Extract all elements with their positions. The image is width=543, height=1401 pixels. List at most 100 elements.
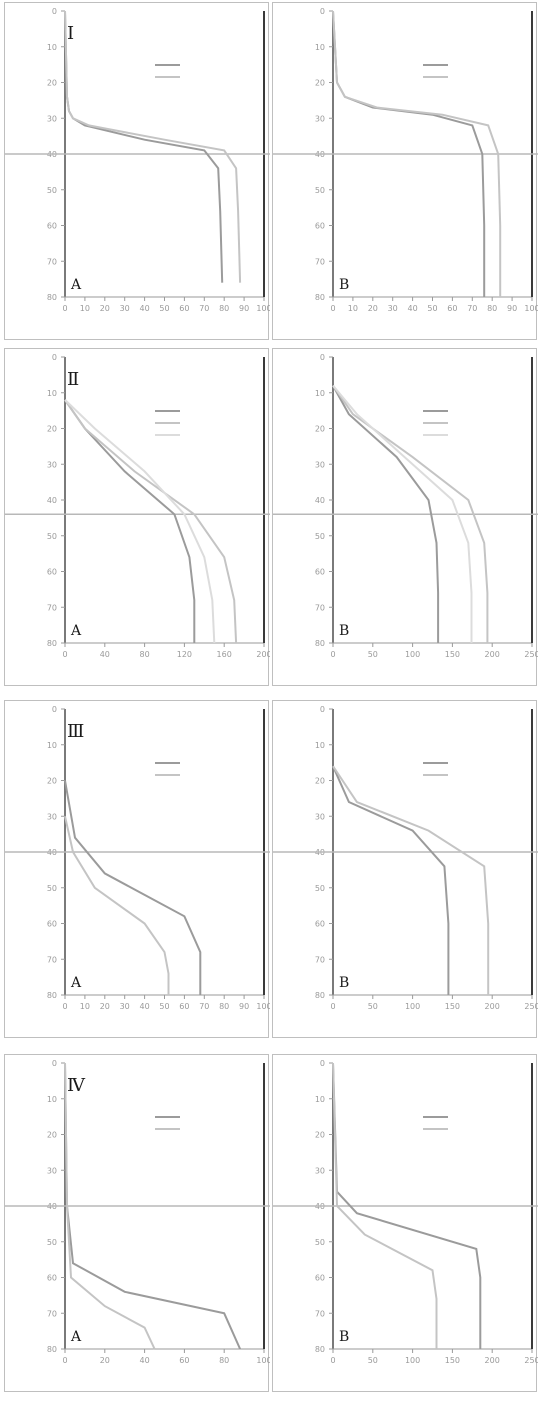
y-tick-label: 20: [47, 425, 57, 434]
y-tick-label: 80: [47, 293, 57, 302]
y-tick-label: 30: [47, 812, 57, 821]
y-tick-label: 60: [47, 568, 57, 577]
y-tick-label: 20: [315, 1131, 325, 1140]
x-tick-label: 60: [179, 1002, 189, 1011]
y-tick-label: 80: [47, 991, 57, 1000]
chart-panel-3-a: 010203040506070800102030405060708090100Ⅲ…: [4, 700, 270, 1038]
y-tick-label: 20: [47, 79, 57, 88]
y-tick-label: 20: [47, 777, 57, 786]
x-tick-label: 10: [80, 1002, 90, 1011]
x-tick-label: 50: [368, 1356, 378, 1365]
x-tick-label: 0: [330, 650, 335, 659]
series-line-2: [332, 385, 489, 643]
x-tick-label: 160: [217, 650, 232, 659]
y-tick-label: 0: [320, 353, 325, 362]
x-tick-label: 40: [140, 304, 150, 313]
y-tick-label: 50: [47, 186, 57, 195]
y-tick-label: 20: [315, 777, 325, 786]
x-tick-label: 50: [159, 304, 169, 313]
y-tick-label: 80: [315, 991, 325, 1000]
y-tick-label: 30: [47, 460, 57, 469]
x-tick-label: 30: [120, 1002, 130, 1011]
chart-svg: 01020304050607080020406080100ⅣA: [5, 1059, 270, 1365]
y-tick-label: 50: [315, 186, 325, 195]
x-tick-label: 40: [140, 1356, 150, 1365]
x-tick-label: 200: [485, 1356, 500, 1365]
y-tick-label: 10: [47, 1095, 57, 1104]
series-line-2: [332, 1062, 438, 1349]
y-tick-label: 10: [315, 1095, 325, 1104]
x-tick-label: 70: [199, 1002, 209, 1011]
y-tick-label: 40: [315, 496, 325, 505]
x-tick-label: 10: [348, 304, 358, 313]
y-tick-label: 70: [47, 955, 57, 964]
y-tick-label: 10: [315, 43, 325, 52]
x-tick-label: 0: [62, 1002, 67, 1011]
x-tick-label: 90: [239, 1002, 249, 1011]
x-tick-label: 100: [256, 304, 270, 313]
series-line-2: [64, 399, 238, 644]
y-tick-label: 30: [47, 114, 57, 123]
y-tick-label: 70: [315, 257, 325, 266]
y-tick-label: 70: [315, 603, 325, 612]
y-tick-label: 50: [47, 532, 57, 541]
chart-svg: 010203040506070800102030405060708090100Ⅲ…: [5, 705, 270, 1011]
x-tick-label: 80: [219, 1356, 229, 1365]
x-tick-label: 20: [100, 1356, 110, 1365]
y-tick-label: 40: [47, 496, 57, 505]
series-line-2: [64, 816, 170, 995]
chart-svg: 0 10 20 30 40 50 60 70 80 0 40 80 120 160 200 Ⅱ A: [5, 353, 270, 659]
y-tick-label: 0: [320, 7, 325, 16]
y-tick-label: 0: [52, 7, 57, 16]
y-tick-label: 60: [47, 920, 57, 929]
x-tick-label: 90: [507, 304, 517, 313]
y-tick-label: 80: [47, 1345, 57, 1354]
row-label: Ⅲ: [67, 721, 84, 742]
panel-label: B: [339, 1329, 349, 1345]
x-tick-label: 120: [177, 650, 192, 659]
x-tick-label: 150: [445, 1002, 460, 1011]
y-tick-label: 50: [315, 884, 325, 893]
y-tick-label: 70: [315, 955, 325, 964]
row-label: Ⅰ: [67, 23, 74, 44]
chart-panel-1-a: 010203040506070800102030405060708090100Ⅰ…: [4, 2, 270, 340]
x-tick-label: 40: [140, 1002, 150, 1011]
row-label: Ⅱ: [67, 369, 79, 390]
series-line-1: [64, 780, 202, 995]
series-line-2: [332, 765, 490, 995]
series-line-3: [64, 399, 216, 644]
y-tick-label: 50: [47, 884, 57, 893]
y-tick-label: 60: [315, 568, 325, 577]
x-tick-label: 0: [62, 304, 67, 313]
series-line-3: [332, 384, 473, 643]
y-tick-label: 20: [47, 1131, 57, 1140]
chart-panel-2-a: 0 10 20 30 40 50 60 70 80 0 40 80 120 160 200 Ⅱ A: [4, 348, 270, 686]
y-tick-label: 20: [315, 79, 325, 88]
x-tick-label: 100: [256, 1002, 270, 1011]
x-tick-label: 50: [427, 304, 437, 313]
x-tick-label: 90: [239, 304, 249, 313]
y-tick-label: 60: [315, 920, 325, 929]
y-tick-label: 10: [315, 389, 325, 398]
x-tick-label: 250: [524, 650, 538, 659]
y-tick-label: 60: [47, 222, 57, 231]
panel-label: B: [339, 975, 349, 991]
series-line-1: [64, 10, 224, 283]
y-tick-label: 60: [315, 222, 325, 231]
x-tick-label: 0: [330, 304, 335, 313]
x-tick-label: 100: [405, 650, 420, 659]
x-tick-label: 60: [179, 304, 189, 313]
x-tick-label: 70: [467, 304, 477, 313]
y-tick-label: 80: [47, 639, 57, 648]
panel-label: A: [70, 975, 82, 991]
x-tick-label: 200: [256, 650, 270, 659]
x-tick-label: 50: [368, 650, 378, 659]
series-line-2: [64, 1062, 156, 1350]
y-tick-label: 30: [315, 1166, 325, 1175]
y-tick-label: 50: [315, 1238, 325, 1247]
panel-label: A: [70, 1329, 82, 1345]
y-tick-label: 10: [47, 741, 57, 750]
y-tick-label: 70: [47, 1309, 57, 1318]
x-tick-label: 0: [62, 1356, 67, 1365]
y-tick-label: 20: [315, 425, 325, 434]
